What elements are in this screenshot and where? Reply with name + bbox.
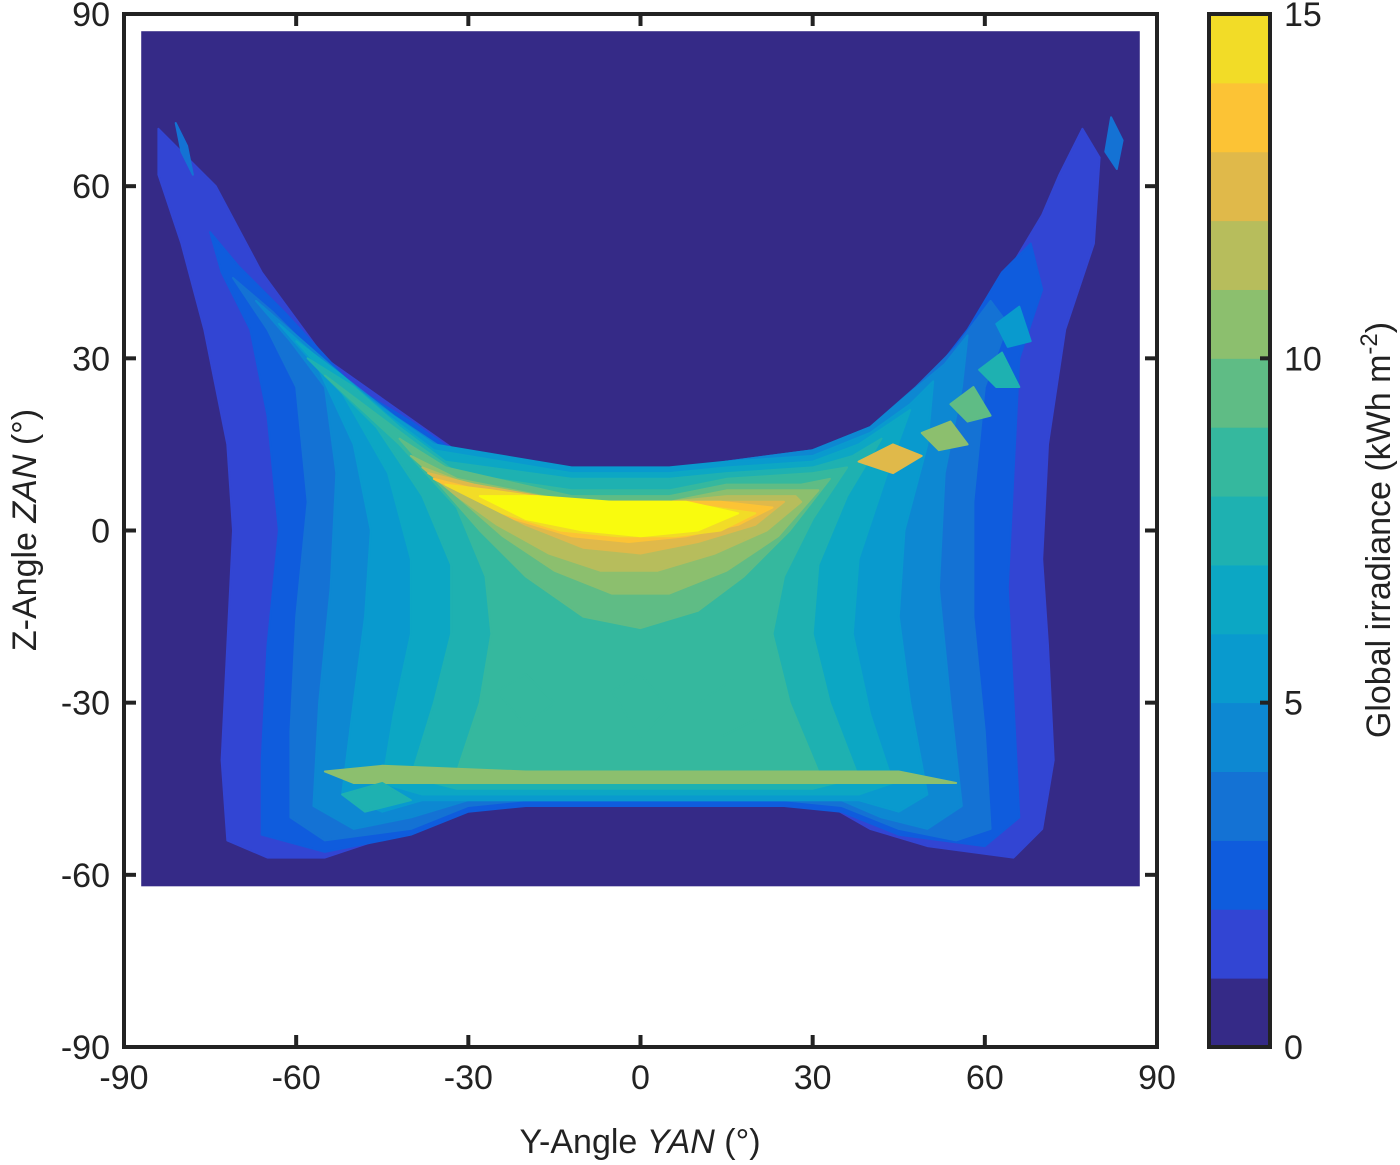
contour-level-8 bbox=[610, 673, 671, 739]
colorbar-tick-label: 15 bbox=[1284, 0, 1322, 34]
contour-level-15 bbox=[478, 495, 740, 538]
colorbar-band bbox=[1209, 702, 1270, 773]
x-tick-label: 90 bbox=[1138, 1059, 1176, 1097]
contour-level-3 bbox=[174, 122, 194, 176]
colorbar-band bbox=[1209, 14, 1270, 84]
y-tick-label: 60 bbox=[72, 168, 110, 206]
y-axis: 90 60 30 0 -30 -60 -90 bbox=[61, 0, 1157, 1067]
colorbar-band bbox=[1209, 289, 1270, 359]
y-axis-label: Z-Angle ZAN (°) bbox=[6, 409, 44, 651]
colorbar bbox=[1209, 14, 1270, 1048]
y-tick-label: -30 bbox=[61, 685, 110, 723]
colorbar-tick-label: 10 bbox=[1284, 340, 1322, 378]
colorbar-band bbox=[1209, 220, 1270, 290]
contour-level-8 bbox=[696, 678, 757, 739]
x-axis: -90 -60 -30 0 30 60 90 bbox=[99, 14, 1176, 1097]
plot-area bbox=[141, 31, 1140, 887]
x-tick-label: -90 bbox=[99, 1059, 148, 1097]
contour-level-9 bbox=[949, 386, 992, 423]
x-tick-label: 30 bbox=[794, 1059, 832, 1097]
colorbar-band bbox=[1209, 151, 1270, 222]
x-tick-label: 0 bbox=[631, 1059, 650, 1097]
contour-level-12 bbox=[857, 443, 923, 475]
contour-level-8 bbox=[496, 673, 556, 727]
contour-level-10 bbox=[323, 764, 958, 784]
colorbar-band bbox=[1209, 358, 1270, 428]
colorbar-band bbox=[1209, 909, 1270, 979]
colorbar-band bbox=[1209, 840, 1270, 910]
colorbar-band bbox=[1209, 496, 1270, 566]
colorbar-tick-label: 5 bbox=[1284, 685, 1303, 723]
x-tick-label: -30 bbox=[444, 1059, 493, 1097]
y-tick-label: -90 bbox=[61, 1029, 110, 1067]
contour-level-5 bbox=[995, 305, 1032, 348]
x-axis-label: Y-Angle YAN (°) bbox=[519, 1123, 760, 1161]
colorbar-band bbox=[1209, 633, 1270, 704]
colorbar-band bbox=[1209, 564, 1270, 635]
colorbar-band bbox=[1209, 82, 1270, 153]
contour-level-10 bbox=[920, 420, 969, 452]
colorbar-band bbox=[1209, 427, 1270, 497]
colorbar-band bbox=[1209, 978, 1270, 1048]
y-tick-label: 90 bbox=[72, 0, 110, 34]
colorbar-tick-label: 0 bbox=[1284, 1029, 1303, 1067]
y-tick-label: 0 bbox=[91, 513, 110, 551]
y-tick-label: -60 bbox=[61, 857, 110, 895]
y-tick-label: 30 bbox=[72, 340, 110, 378]
colorbar-axis: 15 10 5 0 bbox=[1260, 0, 1322, 1067]
colorbar-label: Global irradiance (kWh m-2) bbox=[1356, 322, 1398, 738]
contour-level-7 bbox=[341, 782, 412, 813]
contour-level-7 bbox=[978, 351, 1021, 388]
colorbar-band bbox=[1209, 771, 1270, 841]
x-tick-label: 60 bbox=[966, 1059, 1004, 1097]
x-tick-label: -60 bbox=[272, 1059, 321, 1097]
colorbar-frame bbox=[1207, 12, 1272, 1049]
contour-level-3 bbox=[1104, 116, 1124, 170]
